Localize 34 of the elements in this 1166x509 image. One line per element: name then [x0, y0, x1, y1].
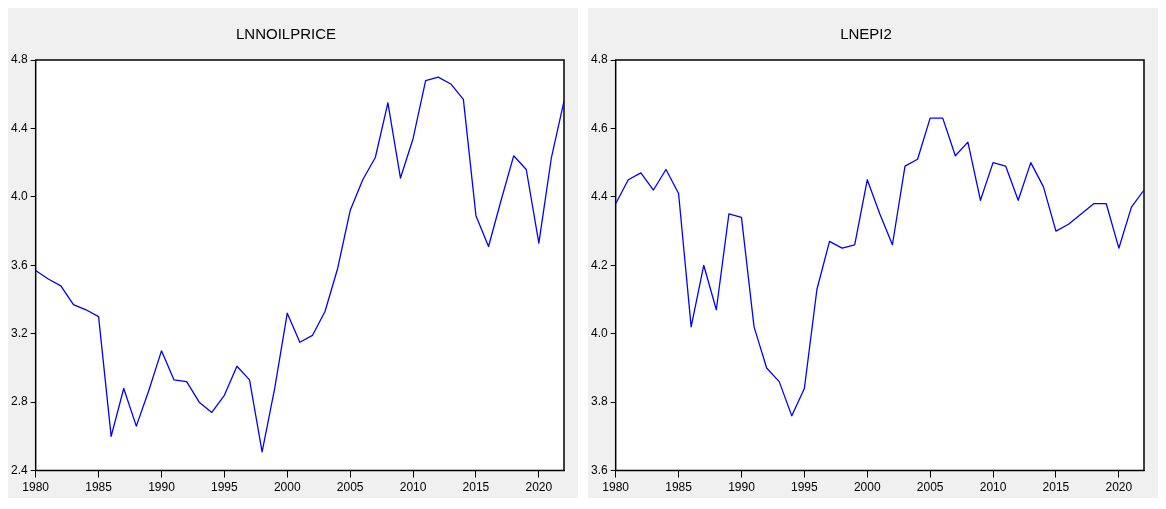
x-tick-label: 2005 — [336, 480, 364, 495]
y-tick-label: 3.6 — [10, 257, 28, 272]
y-tick-label: 4.4 — [590, 189, 608, 204]
x-tick-label: 1985 — [665, 480, 693, 495]
y-tick-label: 3.8 — [590, 394, 608, 409]
y-tick-label: 4.6 — [590, 120, 608, 135]
y-tick-label: 3.2 — [10, 326, 28, 341]
x-tick-label: 2020 — [525, 480, 553, 495]
x-tick-label: 1995 — [211, 480, 239, 495]
x-tick-label: 2005 — [916, 480, 944, 495]
y-tick-label: 4.0 — [590, 326, 608, 341]
x-tick-label: 1980 — [22, 480, 50, 495]
y-tick-label: 4.8 — [590, 52, 608, 67]
y-tick-label: 4.8 — [10, 52, 28, 67]
chart-title: LNNOILPRICE — [235, 25, 337, 43]
x-tick-label: 2015 — [462, 480, 490, 495]
y-tick-label: 2.4 — [10, 462, 28, 477]
x-tick-label: 1995 — [791, 480, 819, 495]
x-tick-label: 1990 — [148, 480, 176, 495]
x-tick-label: 1985 — [85, 480, 113, 495]
x-tick-label: 2020 — [1105, 480, 1133, 495]
y-tick-label: 4.4 — [10, 120, 28, 135]
x-tick-label: 2010 — [979, 480, 1007, 495]
x-tick-label: 2000 — [853, 480, 881, 495]
x-tick-label: 2010 — [399, 480, 427, 495]
x-tick-label: 2015 — [1042, 480, 1070, 495]
x-tick-label: 1980 — [602, 480, 630, 495]
y-tick-label: 2.8 — [10, 394, 28, 409]
y-tick-label: 4.0 — [10, 189, 28, 204]
y-tick-label: 3.6 — [590, 462, 608, 477]
chart-title: LNEPI2 — [840, 25, 892, 43]
x-tick-label: 1990 — [728, 480, 756, 495]
x-tick-label: 2000 — [273, 480, 301, 495]
y-tick-label: 4.2 — [590, 257, 608, 272]
